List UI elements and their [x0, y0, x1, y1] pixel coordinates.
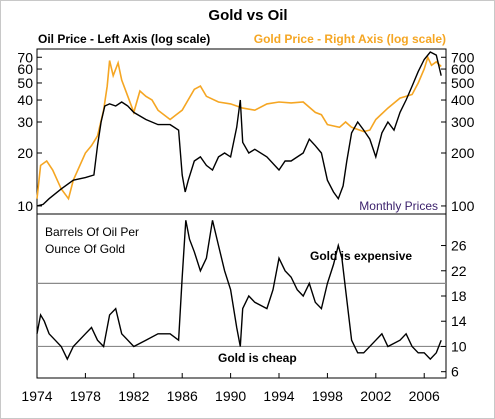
monthly-prices-note: Monthly Prices: [359, 199, 438, 213]
right-axis-label: Gold Price - Right Axis (log scale): [254, 32, 446, 46]
bottom-panel-label-line2: Ounce Of Gold: [45, 242, 125, 256]
bottom-tick-label: 10: [451, 338, 467, 354]
left-tick-label: 70: [17, 49, 33, 65]
left-tick-label: 40: [17, 92, 33, 108]
x-tick-label: 1978: [70, 388, 101, 404]
bottom-right-ticks: 6 10 14 18 22 26: [441, 238, 467, 380]
left-tick-label: 30: [17, 114, 33, 130]
bottom-tick-label: 6: [451, 364, 459, 380]
right-tick-label: 200: [451, 145, 475, 161]
x-tick-label: 1974: [21, 388, 52, 404]
annotation-gold-cheap: Gold is cheap: [218, 351, 297, 365]
x-tick-label: 1990: [215, 388, 246, 404]
x-tick-label: 2002: [360, 388, 391, 404]
x-tick-label: 2006: [409, 388, 440, 404]
x-tick-label: 1982: [118, 388, 149, 404]
left-tick-label: 10: [17, 198, 33, 214]
right-tick-label: 400: [451, 92, 475, 108]
reference-lines: [37, 282, 446, 348]
annotation-gold-expensive: Gold is expensive: [310, 249, 412, 263]
right-tick-label: 300: [451, 114, 475, 130]
bottom-tick-label: 14: [451, 313, 467, 329]
right-tick-label: 500: [451, 75, 475, 91]
bottom-tick-label: 18: [451, 288, 467, 304]
right-tick-label: 700: [451, 49, 475, 65]
right-tick-label: 100: [451, 198, 475, 214]
x-tick-label: 1998: [312, 388, 343, 404]
oil-price-line: [36, 51, 442, 207]
left-tick-label: 20: [17, 145, 33, 161]
left-tick-label: 50: [17, 75, 33, 91]
x-axis-ticks: 1974 1978 1982 1986 1990 1994 1998 2002 2006: [21, 373, 440, 404]
right-tick-label: 600: [451, 61, 475, 77]
bottom-tick-label: 22: [451, 263, 467, 279]
x-tick-label: 1994: [263, 388, 294, 404]
left-tick-label: 60: [17, 61, 33, 77]
gold-price-line: [36, 55, 442, 201]
barrels-per-ounce-line: [36, 220, 442, 361]
left-axis-label: Oil Price - Left Axis (log scale): [38, 32, 210, 46]
bottom-panel-label-line1: Barrels Of Oil Per: [45, 225, 139, 239]
x-tick-label: 1986: [167, 388, 198, 404]
bottom-tick-label: 26: [451, 238, 467, 254]
chart-title: Gold vs Oil: [208, 7, 287, 24]
